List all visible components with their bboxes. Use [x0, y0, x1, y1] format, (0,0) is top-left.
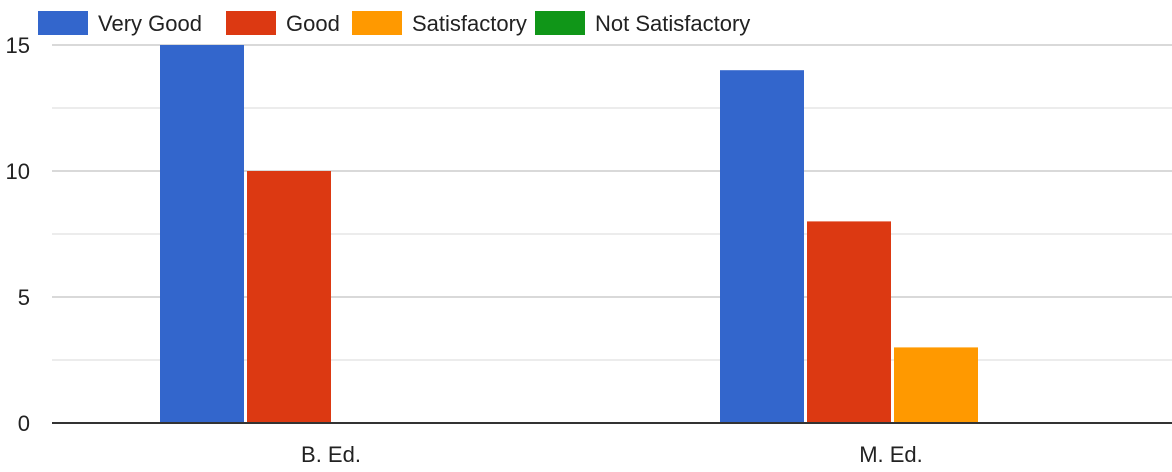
legend-swatch	[38, 11, 88, 35]
legend-label: Very Good	[98, 11, 202, 36]
legend-item-satisfactory: Satisfactory	[352, 11, 527, 36]
y-axis-ticks: 0 5 10 15	[6, 33, 30, 436]
y-tick-label: 10	[6, 159, 30, 184]
legend-item-good: Good	[226, 11, 340, 36]
legend-swatch	[352, 11, 402, 35]
legend-label: Good	[286, 11, 340, 36]
x-tick-label: B. Ed.	[301, 442, 361, 467]
legend-label: Not Satisfactory	[595, 11, 750, 36]
y-tick-label: 0	[18, 411, 30, 436]
bar-satisfactory-m-ed	[894, 347, 978, 423]
bar-good-b-ed	[247, 171, 331, 423]
y-tick-label: 15	[6, 33, 30, 58]
x-tick-label: M. Ed.	[859, 442, 923, 467]
legend-item-not-satisfactory: Not Satisfactory	[535, 11, 750, 36]
legend: Very Good Good Satisfactory Not Satisfactor…	[38, 11, 750, 36]
legend-label: Satisfactory	[412, 11, 527, 36]
legend-item-very-good: Very Good	[38, 11, 202, 36]
bar-very-good-b-ed	[160, 45, 244, 423]
bar-good-m-ed	[807, 221, 891, 423]
x-axis-ticks: B. Ed. M. Ed.	[301, 442, 923, 467]
bar-very-good-m-ed	[720, 70, 804, 423]
legend-swatch	[535, 11, 585, 35]
legend-swatch	[226, 11, 276, 35]
y-tick-label: 5	[18, 285, 30, 310]
bars	[160, 45, 978, 423]
